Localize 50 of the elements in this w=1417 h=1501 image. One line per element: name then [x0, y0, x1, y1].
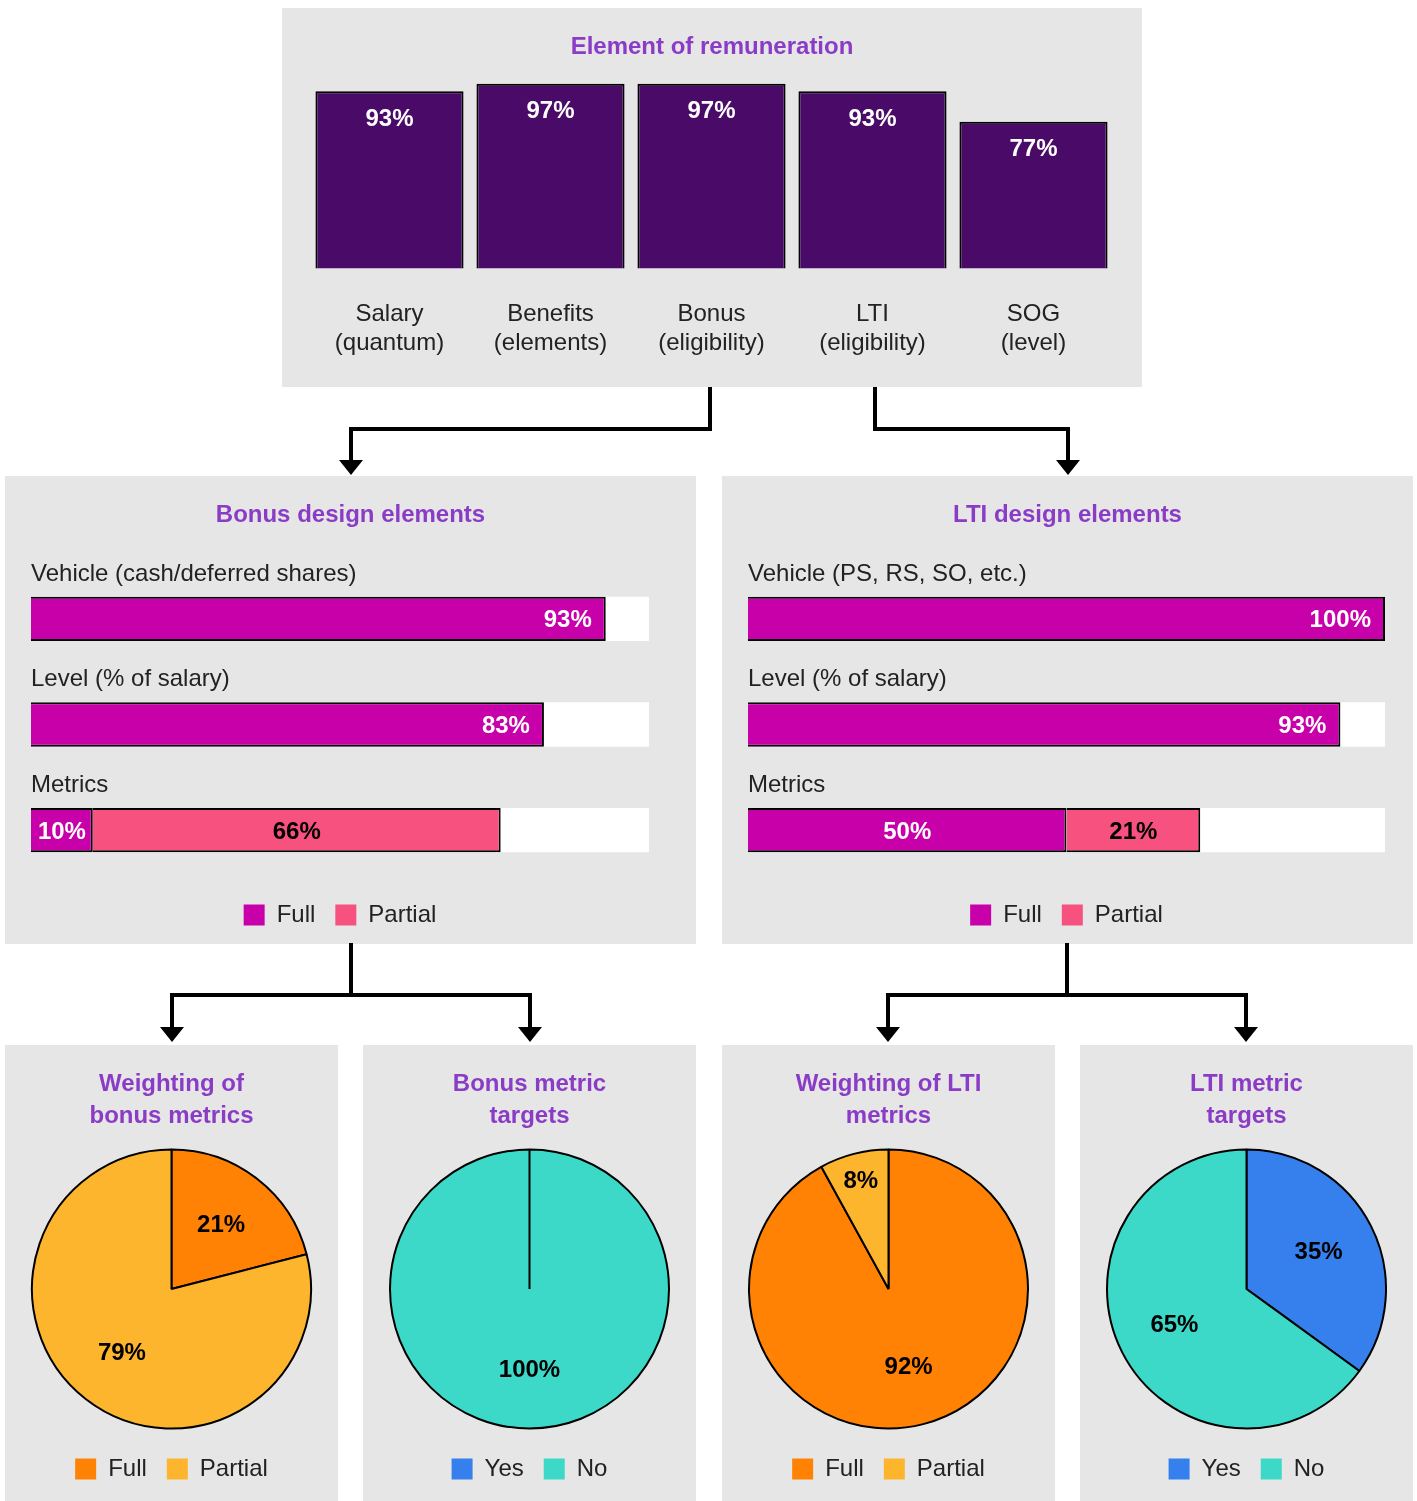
- legend-label: Full: [825, 1453, 864, 1481]
- legend-label: Partial: [368, 899, 437, 927]
- data-label: 21%: [1109, 816, 1158, 844]
- x-tick-label: Bonus (eligibility): [658, 299, 765, 356]
- data-label: 10%: [37, 816, 86, 844]
- chart-title: Weighting of bonus metrics: [88, 1068, 255, 1130]
- legend-label: No: [1293, 1453, 1325, 1481]
- data-label: 77%: [1009, 134, 1058, 162]
- legend-label: Yes: [1201, 1453, 1241, 1481]
- y-tick-label: Metrics: [31, 769, 109, 797]
- data-label: 93%: [1278, 711, 1327, 739]
- data-label: 100%: [498, 1354, 561, 1382]
- legend-label: Full: [276, 899, 316, 927]
- data-label: 93%: [365, 103, 414, 131]
- x-tick-label: Salary (quantum): [334, 299, 445, 356]
- data-label: 97%: [526, 96, 575, 124]
- data-label: 21%: [197, 1209, 246, 1237]
- x-tick-label: SOG (level): [1000, 299, 1067, 356]
- data-label: 66%: [272, 816, 321, 844]
- legend-label: Partial: [1094, 899, 1163, 927]
- data-label: 93%: [543, 605, 592, 633]
- data-label: 65%: [1150, 1310, 1199, 1338]
- legend-label: No: [576, 1453, 608, 1481]
- data-label: 83%: [481, 711, 530, 739]
- data-label: 92%: [884, 1351, 933, 1379]
- x-tick-label: Benefits (elements): [493, 299, 608, 356]
- data-label: 93%: [848, 103, 897, 131]
- data-label: 100%: [1309, 605, 1371, 633]
- chart-title: LTI metric targets: [1189, 1068, 1304, 1130]
- legend-label: Yes: [484, 1453, 524, 1481]
- data-label: 35%: [1294, 1236, 1343, 1264]
- y-tick-label: Level (% of salary): [748, 664, 947, 692]
- legend-label: Full: [1003, 899, 1042, 927]
- chart-title: Bonus design elements: [214, 499, 487, 529]
- data-label: 97%: [687, 96, 736, 124]
- data-label: 79%: [97, 1337, 146, 1365]
- legend-label: Partial: [916, 1453, 985, 1481]
- data-label: 50%: [883, 816, 932, 844]
- chart-title: Weighting of LTI metrics: [794, 1068, 983, 1130]
- y-tick-label: Metrics: [748, 769, 826, 797]
- chart-title: Bonus metric targets: [451, 1068, 608, 1130]
- y-tick-label: Vehicle (PS, RS, SO, etc.): [748, 558, 1027, 586]
- y-tick-label: Vehicle (cash/deferred shares): [31, 558, 357, 586]
- y-tick-label: Level (% of salary): [31, 664, 230, 692]
- legend-label: Partial: [199, 1453, 268, 1481]
- x-tick-label: LTI (eligibility): [819, 299, 926, 356]
- chart-title: Element of remuneration: [569, 31, 855, 61]
- data-label: 8%: [843, 1165, 879, 1193]
- legend-label: Full: [108, 1453, 147, 1481]
- chart-title: LTI design elements: [952, 499, 1183, 529]
